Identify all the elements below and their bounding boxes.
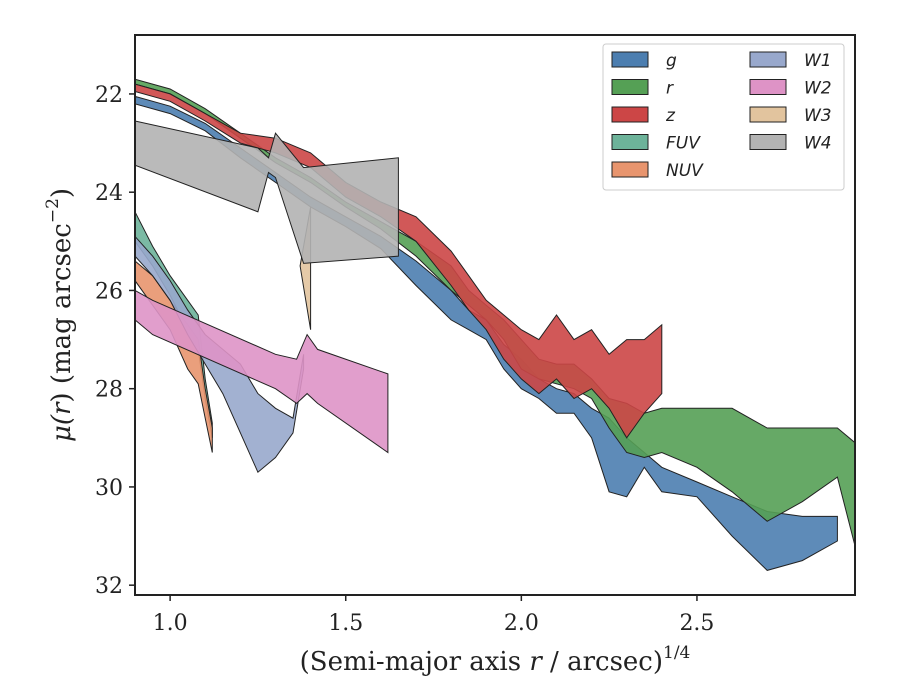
legend-label-nuv: NUV <box>666 161 704 181</box>
legend-label-w1: W1 <box>804 51 832 71</box>
legend-label-w3: W3 <box>804 106 832 126</box>
x-axis: 1.0 1.5 2.0 2.5 <box>153 595 714 636</box>
legend-label-fuv: FUV <box>666 134 701 154</box>
legend-swatch-r <box>611 79 649 95</box>
legend-label-g: g <box>666 51 677 71</box>
y-axis-label: μ(r) (mag arcsec−2) <box>43 188 77 442</box>
y-tick-label: 26 <box>95 279 123 304</box>
legend-swatch-w1 <box>749 51 787 68</box>
legend-label-w2: W2 <box>804 79 832 99</box>
y-tick-label: 30 <box>95 476 123 501</box>
x-tick-label: 1.0 <box>153 611 188 636</box>
legend-swatch-z <box>611 106 649 123</box>
y-tick-label: 32 <box>95 574 123 599</box>
legend-label-r: r <box>666 79 674 99</box>
legend-swatch-w3 <box>749 106 787 123</box>
legend-swatch-fuv <box>611 134 649 150</box>
legend-swatch-g <box>611 51 649 68</box>
x-axis-label: (Semi-major axis r / arcsec)1/4 <box>300 643 691 677</box>
y-tick-label: 22 <box>95 83 123 108</box>
legend-swatch-w4 <box>749 134 787 150</box>
legend-label-z: z <box>665 106 676 126</box>
x-tick-label: 1.5 <box>328 611 363 636</box>
legend-label-w4: W4 <box>804 134 832 154</box>
band-w4 <box>135 120 399 264</box>
x-tick-label: 2.5 <box>679 611 714 636</box>
profile-bands <box>135 78 855 571</box>
legend: grz FUV NUV W1 W2 W3 W4 <box>602 43 845 191</box>
legend-swatch-nuv <box>611 161 649 178</box>
y-axis: 22 24 26 28 30 32 <box>95 83 135 599</box>
plot-frame <box>134 34 856 596</box>
y-tick-label: 24 <box>95 181 123 206</box>
legend-swatch-w2 <box>749 79 787 95</box>
band-w2 <box>135 289 389 454</box>
x-tick-label: 2.0 <box>504 611 539 636</box>
y-tick-label: 28 <box>95 378 123 403</box>
